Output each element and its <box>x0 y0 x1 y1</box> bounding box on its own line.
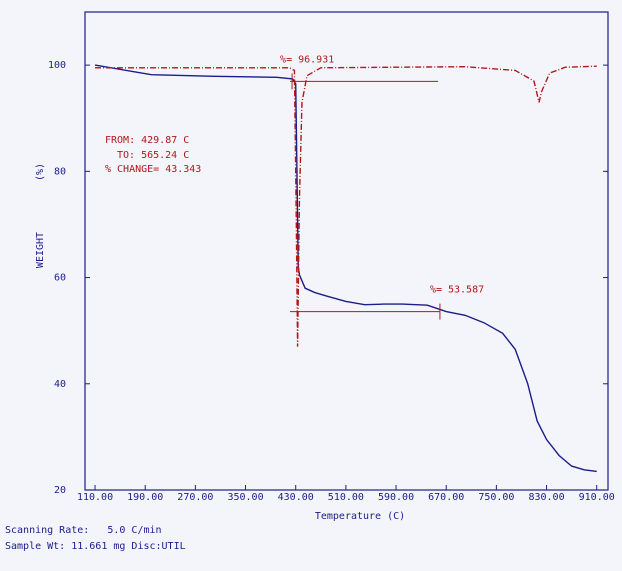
x-tick-label: 510.00 <box>328 492 364 503</box>
footer-sample: Sample Wt: 11.661 mg Disc:UTIL <box>5 541 186 552</box>
x-tick-label: 750.00 <box>478 492 514 503</box>
y-tick-label: 60 <box>54 273 66 284</box>
range-from: FROM: 429.87 C <box>105 135 189 146</box>
x-tick-label: 830.00 <box>528 492 564 503</box>
plot-frame <box>84 11 609 491</box>
range-change: % CHANGE= 43.343 <box>105 164 201 175</box>
x-tick-label: 110.00 <box>77 492 113 503</box>
x-tick-label: 670.00 <box>428 492 464 503</box>
x-axis-label: Temperature (C) <box>315 511 405 522</box>
annotation-label: %= 53.587 <box>430 285 484 296</box>
x-tick-label: 350.00 <box>227 492 263 503</box>
x-tick-label: 590.00 <box>378 492 414 503</box>
x-tick-label: 430.00 <box>278 492 314 503</box>
y-axis-unit: (%) <box>35 163 46 181</box>
y-tick-label: 40 <box>54 379 66 390</box>
footer-rate: Scanning Rate: 5.0 C/min <box>5 525 162 536</box>
x-tick-label: 270.00 <box>177 492 213 503</box>
range-to: TO: 565.24 C <box>117 150 189 161</box>
series-line <box>95 65 597 347</box>
y-tick-label: 20 <box>54 485 66 496</box>
y-tick-label: 80 <box>54 166 66 177</box>
y-axis-label: WEIGHT <box>35 232 46 268</box>
y-tick-label: 100 <box>48 60 66 71</box>
x-tick-label: 190.00 <box>127 492 163 503</box>
x-tick-label: 910.00 <box>579 492 615 503</box>
annotation-label: %= 96.931 <box>280 54 334 65</box>
